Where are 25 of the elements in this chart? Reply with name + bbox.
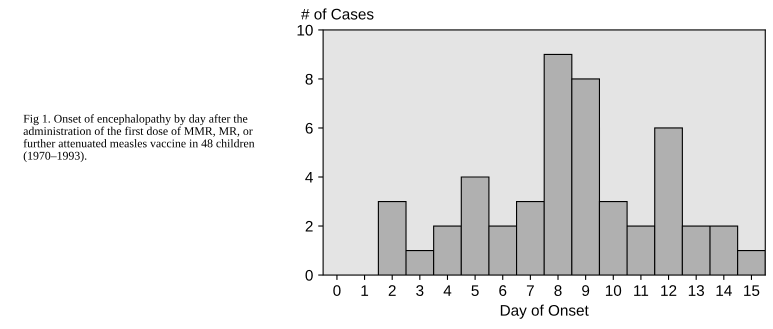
y-tick-label: 4 xyxy=(305,172,313,183)
x-tick-label: 14 xyxy=(716,285,732,296)
y-tick-label: 0 xyxy=(305,270,313,281)
x-tick-label: 1 xyxy=(361,285,368,296)
x-tick-label: 7 xyxy=(526,285,534,296)
x-axis-title: Day of Onset xyxy=(500,304,589,319)
y-tick-label: 8 xyxy=(306,74,313,85)
caption: Fig 1. Onset of encephalopathy by day after the administration of the first dose of MMR, MR, or further attenuated measles vaccine in 48 children (1970–1993). xyxy=(24,114,254,162)
x-tick-label: 8 xyxy=(554,285,562,296)
y-tick-label: 6 xyxy=(306,122,313,134)
x-tick-label: 13 xyxy=(688,285,704,296)
x-tick-label: 10 xyxy=(606,285,622,296)
x-tick-label: 5 xyxy=(471,285,479,296)
x-tick-label: 2 xyxy=(388,285,396,296)
x-tick-label: 0 xyxy=(333,285,341,296)
y-axis-title: # of Cases xyxy=(301,8,374,20)
x-tick-label: 9 xyxy=(582,285,590,296)
y-tick-label: 10 xyxy=(298,24,313,36)
x-tick-label: 6 xyxy=(499,285,506,296)
y-tick-label: 2 xyxy=(306,220,313,232)
x-tick-label: 11 xyxy=(634,285,648,296)
x-tick-label: 15 xyxy=(744,285,760,296)
x-tick-label: 12 xyxy=(661,285,676,296)
x-tick-label: 4 xyxy=(444,285,452,296)
x-tick-label: 3 xyxy=(416,285,424,296)
